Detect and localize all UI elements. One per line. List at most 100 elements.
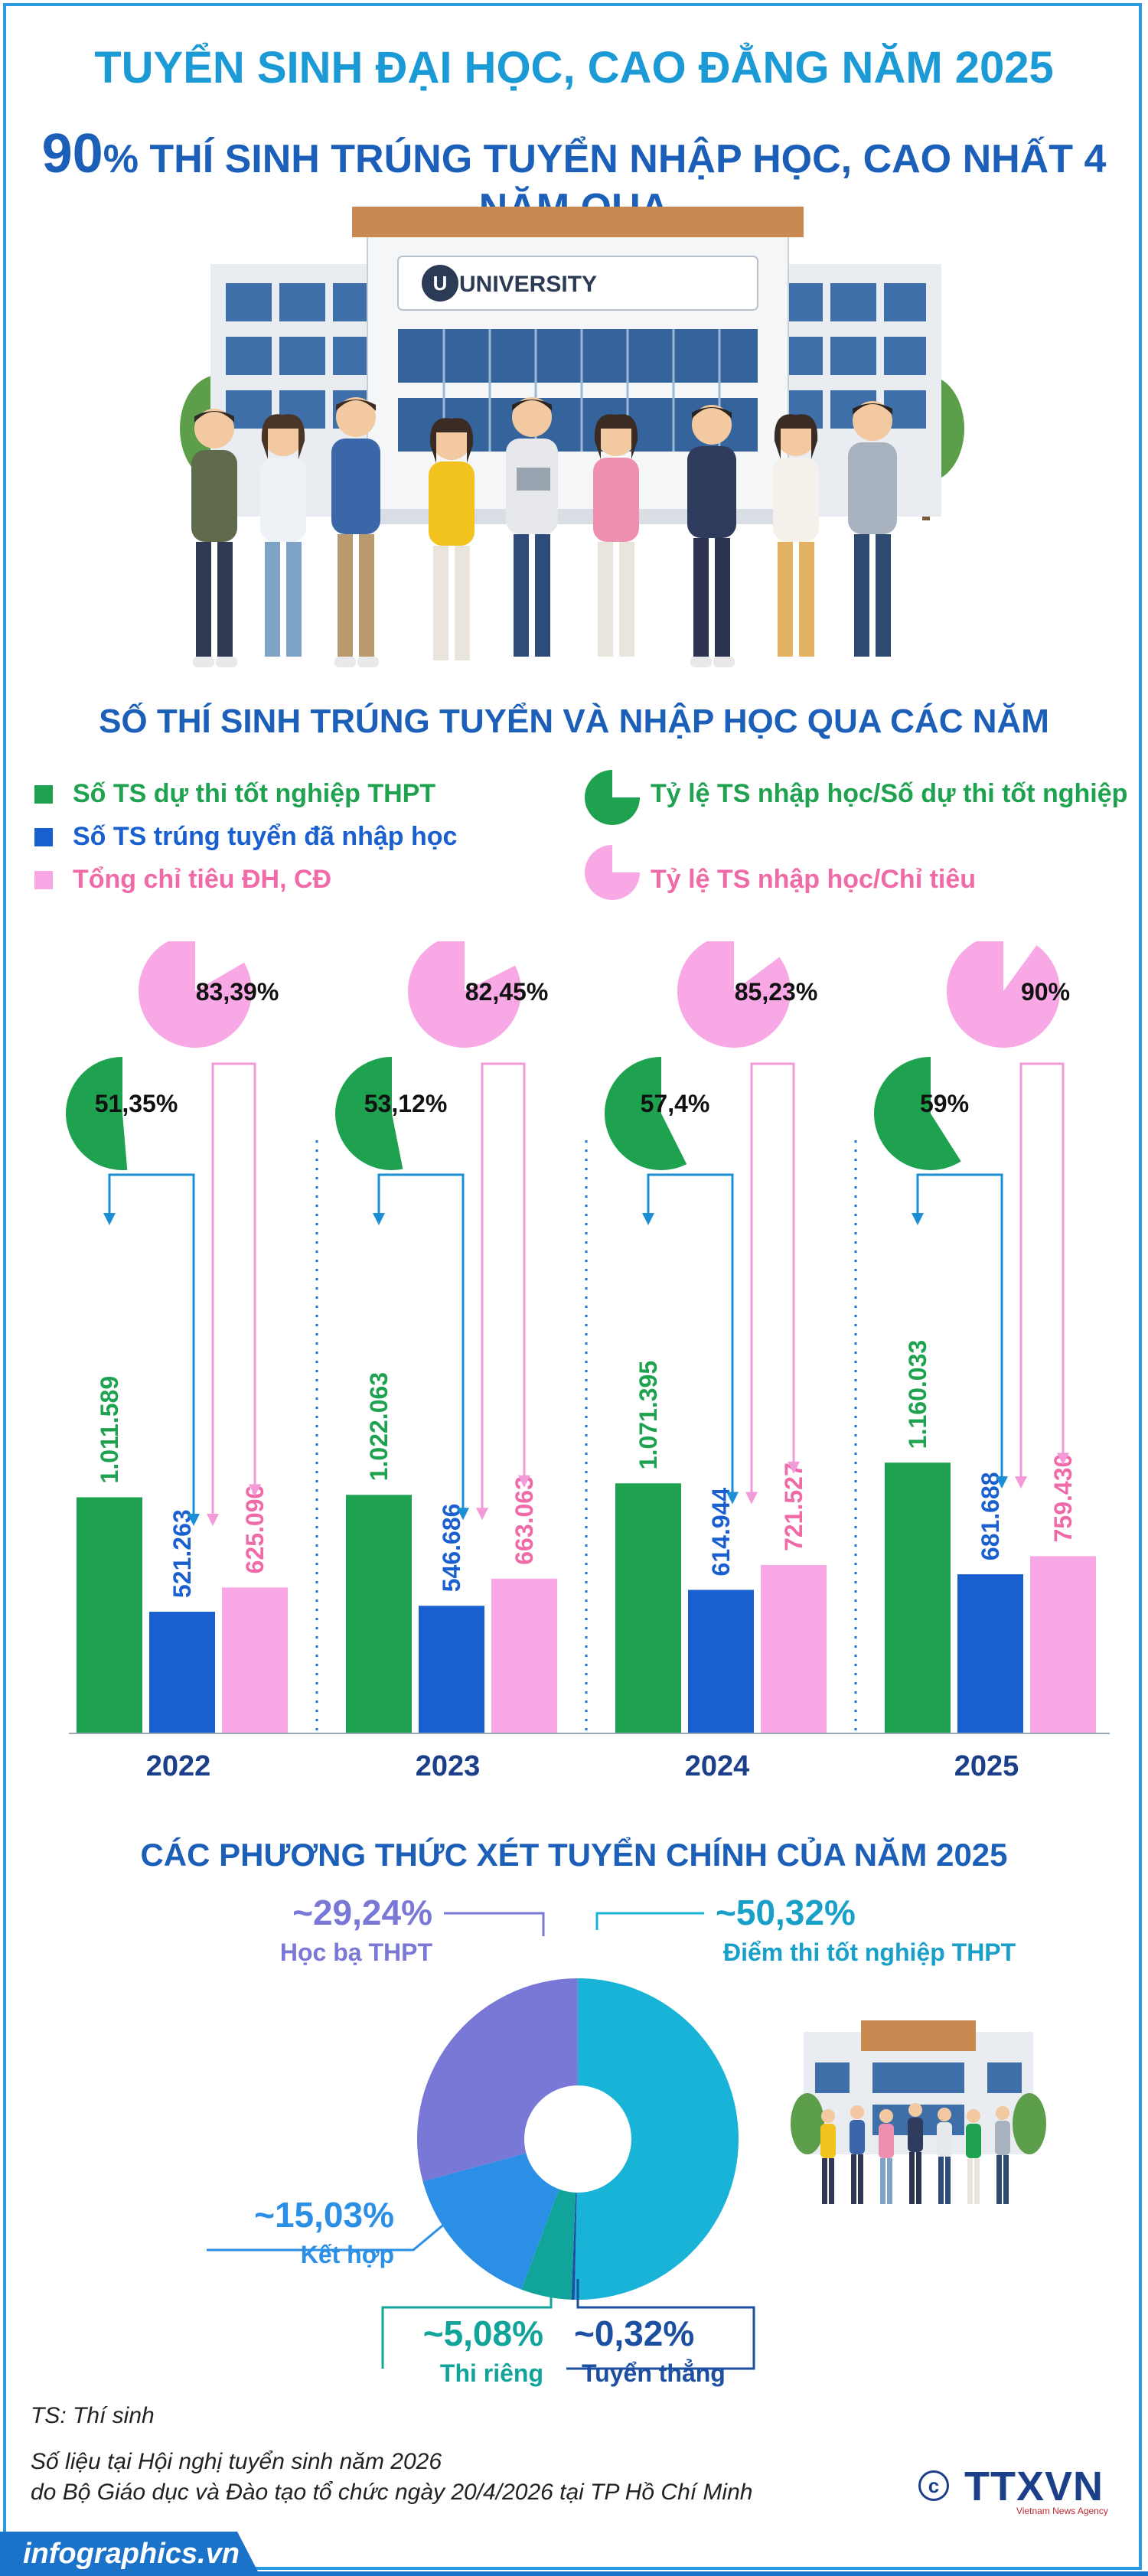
section2-title: CÁC PHƯƠNG THỨC XÉT TUYỂN CHÍNH CỦA NĂM … <box>140 1837 1008 1873</box>
ratio-label-quota: 85,23% <box>735 978 818 1006</box>
donut-value-label: ~0,32% <box>574 2314 694 2353</box>
arrow-head <box>373 1213 385 1225</box>
connector-candidates <box>108 1173 145 1221</box>
arrow-head <box>457 1508 469 1521</box>
arrow-head <box>788 1461 800 1474</box>
donut-leader-line <box>381 2277 553 2369</box>
bar-enrolled-2025 <box>957 1574 1023 1733</box>
donut-slice <box>574 1978 739 2300</box>
section1-title: SỐ THÍ SINH TRÚNG TUYỂN VÀ NHẬP HỌC QUA … <box>99 703 1049 740</box>
bar-value-label: 1.160.033 <box>904 1340 931 1449</box>
legend-label-candidates: Số TS dự thi tốt nghiệp THPT <box>73 779 436 808</box>
connector-candidates <box>377 1173 415 1221</box>
category-label: 2023 <box>416 1750 481 1782</box>
donut-name-label: Học bạ THPT <box>280 1939 433 1966</box>
page-frame <box>3 3 1142 2570</box>
subtitle-number: 90 <box>41 123 103 184</box>
ratio-label-candidates: 57,4% <box>641 1090 710 1117</box>
category-label: 2024 <box>685 1750 750 1782</box>
ratio-label-quota: 82,45% <box>465 978 549 1006</box>
bottom-bar <box>0 2532 1148 2576</box>
svg-text:U: U <box>433 272 448 295</box>
donut-slice <box>571 2192 577 2300</box>
donut-slice <box>422 2153 559 2290</box>
bar-quota-2025 <box>1030 1556 1096 1733</box>
arrow-head <box>207 1514 219 1527</box>
donut-leader-line <box>207 2210 460 2252</box>
bar-candidates-2022 <box>77 1497 142 1733</box>
donut-value-label: ~15,03% <box>254 2195 394 2235</box>
legend-swatch-enrolled <box>34 828 53 846</box>
bar-candidates-2025 <box>885 1462 951 1733</box>
connector-quota <box>750 1062 795 1500</box>
legend-label-ratio-candidates: Tỷ lệ TS nhập học/Số dự thi tốt nghiệp <box>651 779 1128 808</box>
ratio-pie-candidates <box>65 1057 128 1170</box>
building-sign: UNIVERSITY <box>459 272 597 297</box>
ratio-pie-candidates <box>873 1057 961 1170</box>
donut-name-label: Tuyển thẳng <box>582 2359 726 2387</box>
connector-quota <box>1019 1062 1065 1485</box>
connector-enrolled <box>145 1173 195 1522</box>
bar-enrolled-2023 <box>419 1606 484 1733</box>
agency-name: TTXVN <box>964 2464 1104 2509</box>
donut-leader-line <box>595 1912 704 1930</box>
bar-enrolled-2024 <box>688 1590 754 1733</box>
ratio-label-quota: 83,39% <box>196 978 279 1006</box>
bar-value-label: 521.263 <box>168 1509 196 1598</box>
connector-quota <box>481 1062 526 1516</box>
connector-enrolled <box>415 1173 465 1516</box>
bar-quota-2024 <box>761 1564 827 1733</box>
legend-label-ratio-quota: Tỷ lệ TS nhập học/Chỉ tiêu <box>651 865 977 894</box>
category-label: 2025 <box>954 1750 1019 1782</box>
donut-value-label: ~50,32% <box>716 1893 856 1932</box>
legend-pie-green-icon <box>585 770 640 825</box>
arrow-head <box>103 1213 116 1225</box>
arrow-head <box>188 1514 200 1527</box>
bar-quota-2022 <box>222 1587 288 1733</box>
ratio-label-quota: 90% <box>1021 978 1070 1006</box>
bar-value-label: 759.430 <box>1049 1454 1077 1543</box>
arrow-head <box>476 1508 488 1521</box>
bar-candidates-2023 <box>346 1495 412 1733</box>
arrow-head <box>1057 1453 1069 1466</box>
legend-swatch-quota <box>34 871 53 889</box>
students-group <box>191 397 897 671</box>
ratio-pie-candidates <box>334 1057 403 1170</box>
ratio-pie-quota <box>139 941 252 1048</box>
agency-logo: c TTXVN Vietnam News Agency <box>918 2463 1133 2516</box>
arrow-head <box>726 1492 739 1505</box>
connector-candidates <box>647 1173 684 1221</box>
legend-swatch-candidates <box>34 785 53 804</box>
copyright-icon: c <box>918 2470 949 2501</box>
donut-name-label: Kết hợp <box>301 2241 394 2268</box>
connector-enrolled <box>684 1173 734 1500</box>
category-label: 2022 <box>146 1750 211 1782</box>
arrow-head <box>912 1213 924 1225</box>
bar-value-label: 721.527 <box>780 1462 807 1551</box>
connector-enrolled <box>954 1173 1003 1485</box>
bar-quota-2023 <box>491 1578 557 1733</box>
donut-name-label: Thi riêng <box>440 2359 543 2387</box>
arrow-head <box>996 1476 1008 1489</box>
arrow-head <box>249 1484 261 1497</box>
legend-label-enrolled: Số TS trúng tuyển đã nhập học <box>73 822 458 851</box>
donut-leader-line <box>444 1912 545 1936</box>
brand-link[interactable]: infographics.vn <box>23 2538 240 2570</box>
donut-slice <box>521 2189 576 2300</box>
arrow-head <box>1015 1476 1027 1489</box>
footer-note: TS: Thí sinh <box>31 2403 155 2428</box>
bar-value-label: 625.096 <box>241 1485 269 1574</box>
bar-candidates-2024 <box>615 1483 681 1733</box>
legend-label-quota: Tổng chỉ tiêu ĐH, CĐ <box>73 865 332 894</box>
bar-value-label: 681.688 <box>977 1472 1004 1560</box>
bar-enrolled-2022 <box>149 1612 215 1733</box>
ratio-label-candidates: 51,35% <box>95 1090 178 1117</box>
footer-source-line2: do Bộ Giáo dục và Đào tạo tổ chức ngày 2… <box>31 2480 753 2505</box>
connector-candidates <box>916 1173 954 1221</box>
bar-value-label: 1.071.395 <box>634 1361 662 1469</box>
page-title: TUYỂN SINH ĐẠI HỌC, CAO ĐẲNG NĂM 2025 <box>94 43 1054 93</box>
ratio-pie-quota <box>677 941 791 1048</box>
arrow-head <box>745 1492 758 1505</box>
donut-chart: ~50,32% Điểm thi tốt nghiệp THPT ~29,24% Họ… <box>207 1893 1016 2387</box>
bar-value-label: 663.063 <box>510 1476 538 1565</box>
